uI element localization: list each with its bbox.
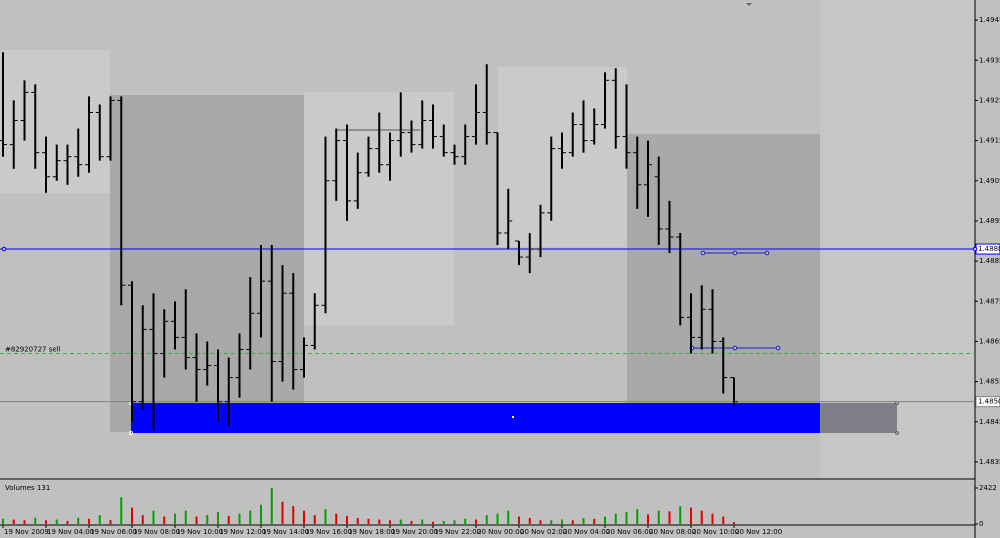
zone-rect [131, 403, 820, 433]
level-label-box [975, 396, 1000, 408]
y-tick-label: 0 [979, 520, 983, 528]
x-tick-label: 19 Nov 12:00 [219, 528, 266, 536]
x-tick-label: 20 Nov 00:00 [477, 528, 524, 536]
future-area [820, 0, 975, 478]
x-tick-label: 19 Nov 16:00 [305, 528, 352, 536]
zone-rect [820, 403, 897, 433]
y-tick-label: 1.4875 [979, 297, 1000, 305]
level-label: 1.4850 [978, 398, 1000, 406]
y-tick-label: 1.4915 [979, 137, 1000, 145]
y-tick-label: 1.4935 [979, 56, 1000, 64]
shift-marker [746, 3, 752, 6]
handle [775, 345, 781, 351]
x-tick-label: 20 Nov 04:00 [563, 528, 610, 536]
y-tick-label: 1.4845 [979, 418, 1000, 426]
x-tick-label: 19 Nov 18:00 [348, 528, 395, 536]
x-tick-label: 19 Nov 2009 [4, 528, 49, 536]
order-label: #82920727 sell [5, 345, 61, 353]
x-tick-label: 20 Nov 10:00 [692, 528, 739, 536]
y-tick-label: 1.4835 [979, 458, 1000, 466]
y-tick-label: 1.4895 [979, 217, 1000, 225]
x-tick-label: 20 Nov 12:00 [735, 528, 782, 536]
handle [700, 250, 706, 256]
x-tick-label: 19 Nov 06:00 [90, 528, 137, 536]
y-tick-label: 1.4885 [979, 257, 1000, 265]
session-box [0, 50, 110, 193]
center-dot [512, 416, 514, 418]
x-tick-label: 20 Nov 02:00 [520, 528, 567, 536]
x-tick-label: 19 Nov 08:00 [133, 528, 180, 536]
x-tick-label: 19 Nov 10:00 [176, 528, 223, 536]
x-tick-label: 19 Nov 14:00 [262, 528, 309, 536]
handle [1, 246, 7, 252]
x-tick-label: 20 Nov 06:00 [606, 528, 653, 536]
x-tick-label: 19 Nov 04:00 [47, 528, 94, 536]
y-tick-label: 1.4925 [979, 96, 1000, 104]
handle [129, 431, 133, 435]
y-tick-label: 2422 [979, 484, 997, 492]
handle [895, 431, 899, 435]
volume-title: Volumes 131 [5, 484, 50, 492]
handle [764, 250, 770, 256]
x-tick-label: 20 Nov 08:00 [649, 528, 696, 536]
y-tick-label: 1.4855 [979, 378, 1000, 386]
handle [732, 345, 738, 351]
level-label: 1.4888 [978, 245, 1000, 253]
x-tick-label: 19 Nov 20:00 [391, 528, 438, 536]
y-tick-label: 1.4905 [979, 177, 1000, 185]
handle [972, 246, 978, 252]
y-tick-label: 1.4865 [979, 337, 1000, 345]
x-tick-label: 19 Nov 22:00 [434, 528, 481, 536]
y-tick-label: 1.4945 [979, 16, 1000, 24]
handle [732, 250, 738, 256]
